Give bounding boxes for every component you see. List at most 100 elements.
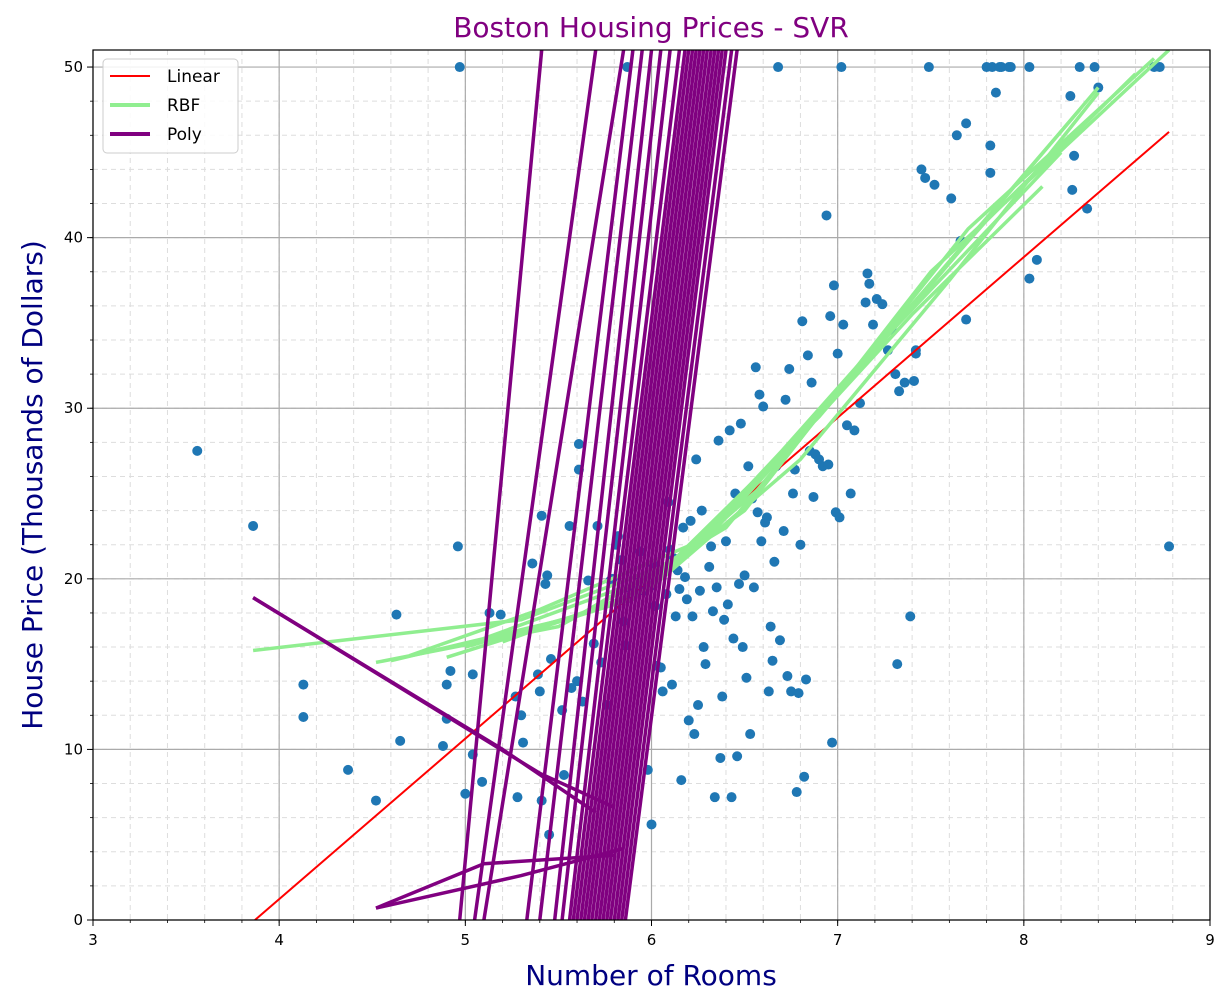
data-point — [864, 278, 875, 289]
data-point — [791, 787, 802, 798]
poly-line — [601, 50, 713, 920]
data-point — [694, 585, 705, 596]
legend-box — [102, 58, 239, 154]
data-point — [905, 611, 916, 622]
data-point — [445, 665, 456, 676]
x-tick-label: 5 — [461, 931, 471, 949]
poly-line — [586, 50, 698, 920]
poly-line — [579, 50, 691, 920]
data-point — [700, 659, 711, 670]
data-point — [868, 319, 879, 330]
data-point — [799, 771, 810, 782]
data-point — [564, 520, 575, 531]
data-point — [532, 669, 543, 680]
data-point — [724, 425, 735, 436]
poly-line — [608, 50, 721, 920]
data-point — [774, 635, 785, 646]
rbf-line — [501, 91, 1100, 644]
data-point — [786, 686, 797, 697]
data-point — [680, 572, 691, 583]
data-point — [951, 130, 962, 141]
poly-line — [575, 50, 687, 920]
data-point — [1074, 62, 1085, 73]
data-point — [691, 454, 702, 465]
data-point — [894, 386, 905, 397]
data-point — [987, 62, 998, 73]
data-point — [1089, 62, 1100, 73]
data-point — [477, 776, 488, 787]
poly-line — [552, 50, 654, 920]
y-axis-label: House Price (Thousands of Dollars) — [16, 240, 49, 730]
data-point — [728, 633, 739, 644]
poly-line — [582, 50, 695, 920]
x-tick-label: 9 — [1205, 931, 1215, 949]
data-point — [1005, 62, 1016, 73]
data-point — [750, 362, 761, 373]
data-point — [773, 62, 784, 73]
poly-line — [612, 50, 724, 920]
poly-series — [252, 50, 739, 920]
data-point — [657, 686, 668, 697]
data-point — [741, 672, 752, 683]
data-point — [343, 764, 354, 775]
data-point — [961, 118, 972, 129]
data-point — [1031, 254, 1042, 265]
legend: Linear RBF Poly — [102, 58, 239, 154]
data-point — [713, 435, 724, 446]
data-point — [676, 775, 687, 786]
data-point — [808, 491, 819, 502]
data-point — [737, 642, 748, 653]
data-point — [536, 510, 547, 521]
data-point — [787, 488, 798, 499]
data-point — [542, 570, 553, 581]
y-tick-label: 10 — [64, 740, 83, 758]
data-point — [573, 439, 584, 450]
data-point — [646, 819, 657, 830]
legend-label-linear: Linear — [167, 67, 220, 87]
poly-line — [605, 50, 717, 920]
data-point — [1154, 62, 1165, 73]
data-point — [1082, 203, 1093, 214]
data-point — [745, 729, 756, 740]
data-point — [720, 536, 731, 547]
data-point — [821, 210, 832, 221]
data-point — [467, 669, 478, 680]
data-point — [845, 488, 856, 499]
data-point — [996, 62, 1007, 73]
poly-line — [571, 50, 682, 920]
data-point — [899, 377, 910, 388]
data-point — [825, 311, 836, 322]
data-point — [460, 788, 471, 799]
data-point — [920, 172, 931, 183]
data-point — [841, 420, 852, 431]
data-point — [778, 526, 789, 537]
y-tick-label: 0 — [73, 911, 83, 929]
data-point — [923, 62, 934, 73]
data-point — [298, 679, 309, 690]
data-point — [763, 686, 774, 697]
legend-label-rbf: RBF — [167, 96, 200, 116]
data-point — [780, 394, 791, 405]
data-point — [534, 686, 545, 697]
rbf-line — [408, 185, 1044, 658]
data-point — [767, 655, 778, 666]
data-point — [683, 715, 694, 726]
data-point — [687, 611, 698, 622]
poly-line — [560, 50, 663, 920]
data-point — [758, 401, 769, 412]
poly-line — [616, 50, 728, 920]
data-point — [454, 62, 465, 73]
data-point — [706, 541, 717, 552]
data-point — [756, 536, 767, 547]
data-point — [391, 609, 402, 620]
x-tick-label: 3 — [88, 931, 98, 949]
y-tick-label: 20 — [64, 570, 83, 588]
data-point — [849, 425, 860, 436]
data-point — [678, 522, 689, 533]
data-point — [754, 389, 765, 400]
data-point — [670, 611, 681, 622]
data-point — [689, 729, 700, 740]
data-point — [704, 561, 715, 572]
data-point — [985, 140, 996, 151]
x-tick-label: 8 — [1019, 931, 1029, 949]
